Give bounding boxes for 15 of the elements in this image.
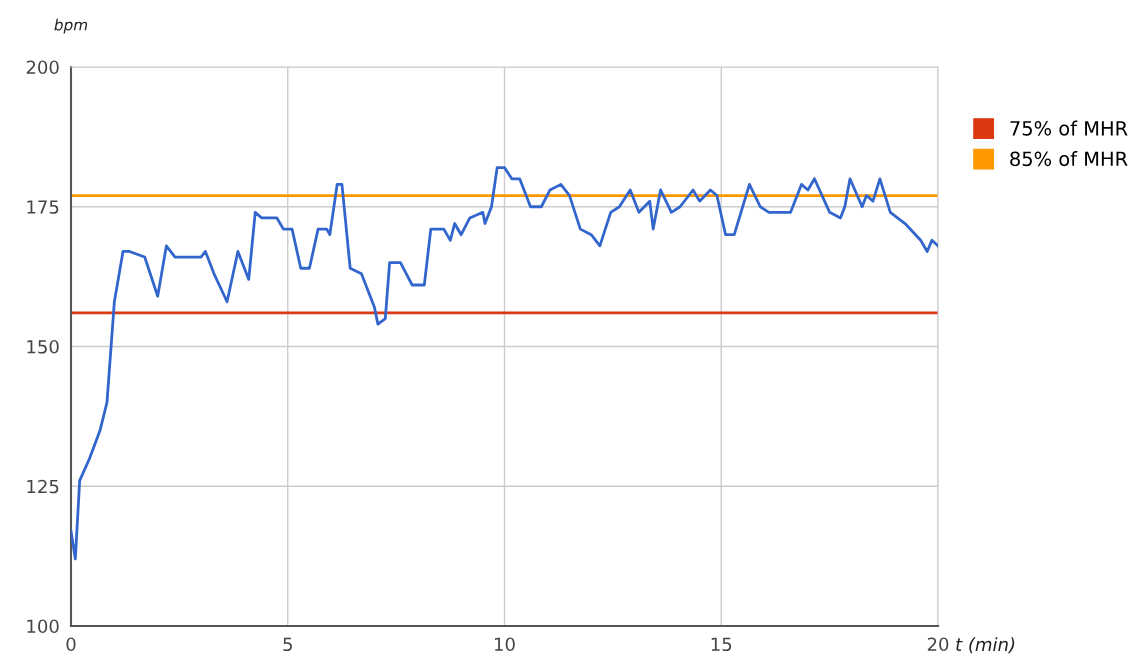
x-tick-label: 20 — [927, 637, 949, 652]
line-series — [71, 166, 938, 561]
y-axis-title: bpm — [54, 18, 88, 34]
x-tick-label: 5 — [283, 637, 292, 652]
x-tick-label: 10 — [495, 637, 515, 652]
x-axis-title: t (min) — [956, 637, 1015, 654]
y-tick-label: 175 — [27, 200, 59, 214]
x-tick-label: 15 — [711, 637, 732, 652]
legend-label: 85% of MHR — [1010, 151, 1128, 167]
y-tick-label: 125 — [27, 479, 59, 494]
y-tick-label: 200 — [26, 60, 59, 75]
y-tick-label: 150 — [27, 339, 59, 354]
x-tick-label: 0 — [66, 637, 76, 652]
y-tick-label: 100 — [27, 619, 59, 634]
legend-label: 75% of MHR — [1010, 120, 1128, 136]
